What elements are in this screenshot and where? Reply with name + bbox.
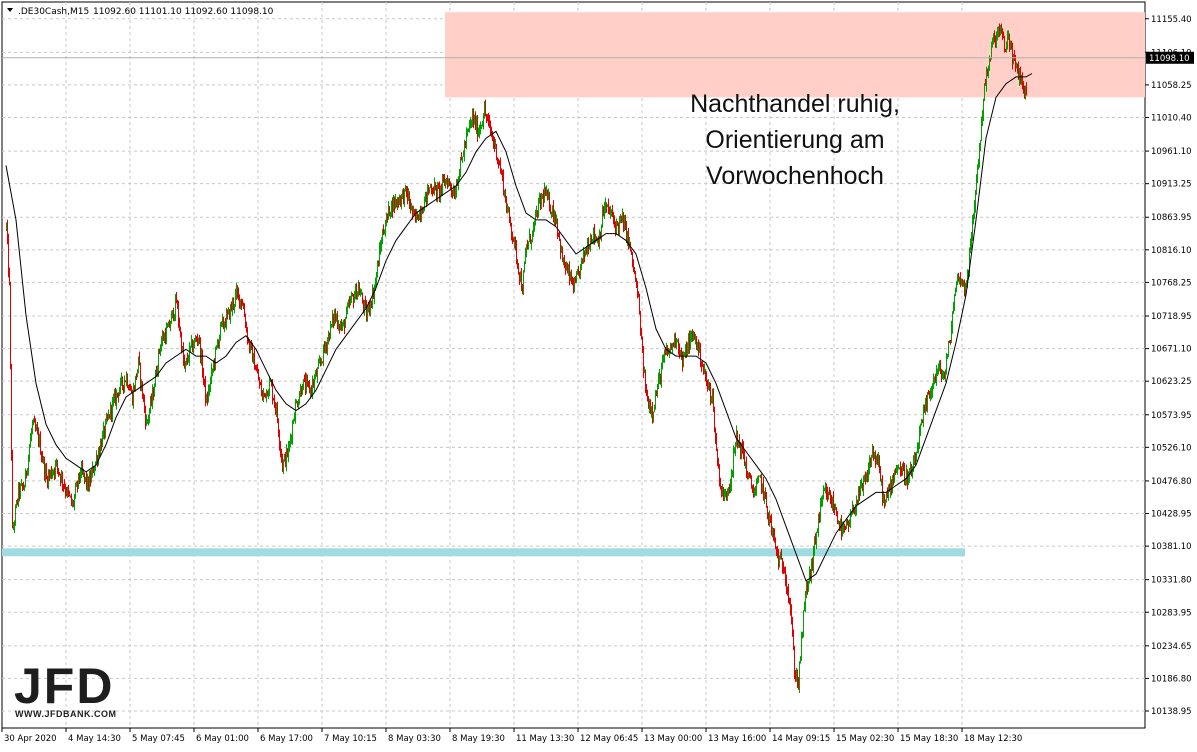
triangle-down-icon[interactable] xyxy=(7,8,13,12)
x-axis: 30 Apr 2020 4 May 14:30 5 May 07:45 6 May 0… xyxy=(1,728,1022,744)
y-axis: 11155.4011106.1011058.2511010.4010961.10… xyxy=(1145,15,1192,717)
y-tick-label: 10913.25 xyxy=(1151,180,1192,190)
y-tick-label: 10768.25 xyxy=(1151,278,1192,288)
y-tick-label: 10816.10 xyxy=(1151,246,1192,256)
y-tick-label: 10331.80 xyxy=(1151,576,1192,586)
zones xyxy=(2,12,1145,557)
y-tick-label: 10186.80 xyxy=(1151,674,1192,684)
x-tick-label: 6 May 01:00 xyxy=(196,734,249,744)
y-tick-label: 10476.80 xyxy=(1151,477,1192,487)
x-tick-label: 30 Apr 2020 xyxy=(4,734,57,744)
grid-lines xyxy=(2,2,1145,728)
x-tick-label: 8 May 19:30 xyxy=(452,734,505,744)
x-tick-label: 15 May 02:30 xyxy=(836,734,894,744)
y-tick-label: 10138.95 xyxy=(1151,707,1192,717)
y-tick-label: 10961.10 xyxy=(1151,147,1192,157)
x-tick-label: 15 May 18:30 xyxy=(900,734,958,744)
x-tick-label: 12 May 06:45 xyxy=(580,734,638,744)
y-tick-label: 11155.40 xyxy=(1151,15,1192,25)
current-price-marker: 11098.10 xyxy=(2,51,1194,64)
ohlc-header: 11092.60 11101.10 11092.60 11098.10 xyxy=(93,7,274,17)
ma-line xyxy=(5,73,1033,582)
logo-url: WWW.JFDBANK.COM xyxy=(15,709,117,719)
y-tick-label: 10623.25 xyxy=(1151,377,1192,387)
y-tick-label: 10381.10 xyxy=(1151,542,1192,552)
candles xyxy=(6,23,1027,694)
x-tick-label: 5 May 07:45 xyxy=(132,734,185,744)
annotation-line-2: Orientierung am xyxy=(705,126,884,154)
annotation-line-1: Nachthandel ruhig, xyxy=(690,90,900,118)
x-tick-label: 7 May 10:15 xyxy=(324,734,377,744)
y-tick-label: 10671.10 xyxy=(1151,345,1192,355)
x-tick-label: 18 May 12:30 xyxy=(964,734,1022,744)
y-tick-label: 11010.40 xyxy=(1151,114,1192,124)
x-tick-label: 6 May 17:00 xyxy=(260,734,313,744)
x-tick-label: 11 May 13:30 xyxy=(516,734,574,744)
x-tick-label: 8 May 03:30 xyxy=(388,734,441,744)
logo-brand: JFD xyxy=(14,658,114,714)
y-tick-label: 10428.95 xyxy=(1151,510,1192,520)
y-tick-label: 10234.65 xyxy=(1151,642,1192,652)
x-tick-label: 13 May 16:00 xyxy=(708,734,766,744)
y-tick-label: 11058.25 xyxy=(1151,81,1192,91)
y-tick-label: 10718.95 xyxy=(1151,312,1192,322)
y-tick-label: 10863.95 xyxy=(1151,213,1192,223)
symbol-header: .DE30Cash,M15 xyxy=(18,7,89,17)
jfd-logo: JFD WWW.JFDBANK.COM xyxy=(14,658,117,719)
resistance-zone xyxy=(445,12,1145,98)
x-tick-label: 4 May 14:30 xyxy=(68,734,121,744)
y-tick-label: 10283.95 xyxy=(1151,608,1192,618)
moving-average xyxy=(5,73,1033,582)
x-tick-label: 14 May 09:15 xyxy=(772,734,830,744)
current-price-label: 11098.10 xyxy=(1149,54,1190,64)
y-tick-label: 10526.10 xyxy=(1151,443,1192,453)
support-line xyxy=(2,548,965,557)
plot-area xyxy=(1,1,1146,729)
annotation-line-3: Vorwochenhoch xyxy=(706,162,884,190)
y-tick-label: 10573.95 xyxy=(1151,411,1192,421)
x-tick-label: 13 May 00:00 xyxy=(644,734,702,744)
